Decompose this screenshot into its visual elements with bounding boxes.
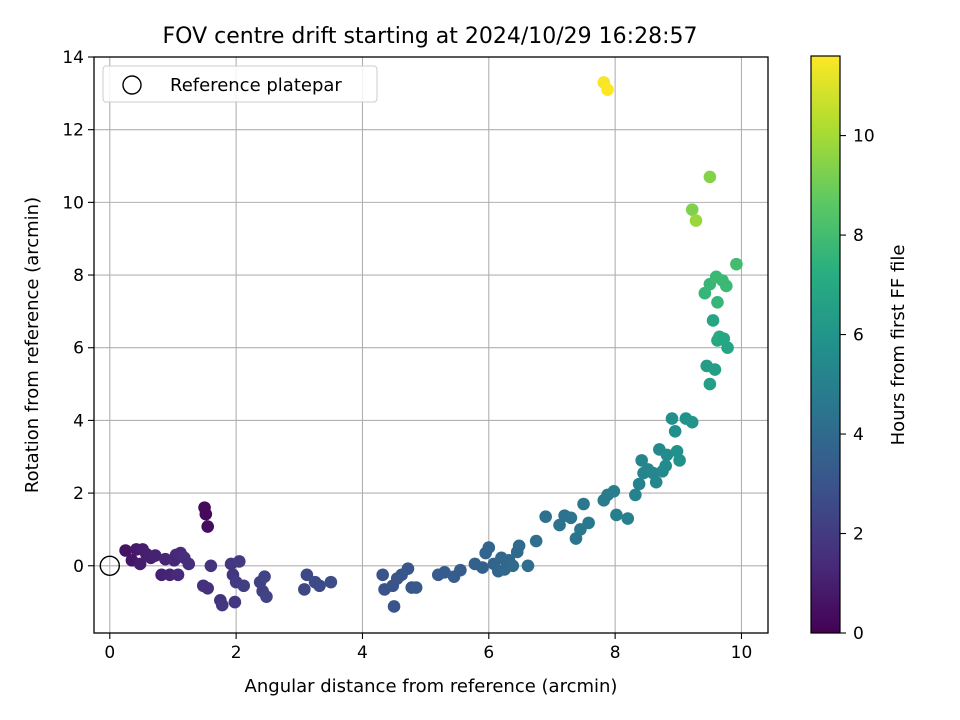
data-point (553, 518, 566, 532)
x-tick-label: 2 (231, 643, 242, 663)
y-tick-label: 12 (62, 121, 84, 141)
y-tick-label: 6 (73, 339, 84, 359)
data-point (228, 595, 242, 609)
data-points (119, 76, 743, 613)
data-point (260, 590, 273, 603)
y-axis-ticks: 0 2 4 6 8 10 12 14 (62, 48, 94, 577)
x-tick-label: 8 (610, 643, 621, 663)
x-tick-label: 0 (104, 643, 115, 663)
data-point (258, 570, 271, 583)
data-point (665, 412, 679, 425)
data-point (199, 507, 213, 521)
data-point (689, 214, 703, 227)
data-point (215, 598, 229, 612)
data-point (521, 559, 535, 573)
x-axis-label: Angular distance from reference (arcmin) (245, 676, 618, 697)
y-tick-label: 4 (73, 411, 84, 431)
data-point (582, 516, 595, 530)
colorbar-ticks: 0 2 4 6 8 10 (840, 127, 875, 644)
data-point (401, 562, 415, 575)
data-point (659, 459, 672, 473)
y-tick-label: 0 (73, 557, 84, 577)
data-point (148, 549, 162, 562)
plot-frame (93, 56, 769, 634)
data-point (387, 600, 401, 613)
data-point (703, 377, 717, 391)
chart-title: FOV centre drift starting at 2024/10/29 … (163, 24, 698, 49)
data-point (529, 534, 543, 548)
colorbar: 0 2 4 6 8 10 Hours from first FF file (810, 55, 909, 644)
data-point (685, 203, 699, 216)
data-point (711, 295, 724, 309)
data-point (708, 363, 722, 376)
data-point (721, 341, 734, 355)
reference-point-marker (99, 555, 120, 576)
data-point (201, 582, 215, 595)
data-point (673, 454, 686, 467)
data-point (685, 415, 699, 429)
data-point (668, 425, 682, 438)
data-point (649, 475, 663, 489)
data-point (298, 583, 311, 596)
x-tick-label: 10 (731, 643, 753, 663)
data-point (607, 484, 621, 498)
data-point (482, 541, 496, 554)
y-axis-label: Rotation from reference (arcmin) (22, 197, 43, 493)
data-point (632, 477, 646, 491)
colorbar-tick-label: 0 (853, 624, 864, 644)
legend-box (102, 65, 378, 103)
data-point (629, 488, 642, 502)
y-tick-label: 14 (62, 48, 84, 68)
data-point (119, 544, 132, 557)
data-point (201, 520, 215, 533)
data-point (706, 314, 720, 327)
data-point (564, 511, 578, 525)
legend-marker-reference (122, 75, 142, 95)
data-point (133, 557, 147, 571)
colorbar-label: Hours from first FF file (888, 245, 909, 446)
data-point (204, 559, 218, 573)
data-point (539, 510, 552, 524)
y-tick-label: 8 (73, 266, 84, 286)
data-point (476, 561, 489, 574)
data-point (512, 539, 526, 553)
data-point (601, 83, 614, 97)
colorbar-tick-label: 2 (853, 525, 864, 545)
grid (94, 57, 768, 633)
colorbar-tick-label: 6 (853, 326, 864, 346)
data-point (730, 257, 743, 271)
data-point (237, 579, 251, 593)
data-point (376, 568, 389, 582)
reference-layer (99, 555, 120, 576)
y-tick-label: 2 (73, 484, 84, 504)
data-point (660, 448, 674, 462)
data-point (454, 563, 467, 577)
data-point (577, 497, 590, 511)
colorbar-gradient (810, 55, 841, 634)
x-tick-label: 6 (483, 643, 494, 663)
data-point (171, 568, 185, 582)
legend-entry-reference: Reference platepar (170, 75, 342, 96)
data-point (232, 555, 246, 568)
data-point (182, 557, 196, 571)
data-point (621, 512, 635, 525)
colorbar-tick-label: 4 (853, 425, 864, 445)
legend: Reference platepar (102, 65, 378, 103)
data-point (313, 579, 326, 593)
data-point (610, 508, 623, 522)
y-tick-label: 10 (62, 193, 84, 213)
data-point (720, 279, 733, 293)
data-point (635, 454, 648, 467)
colorbar-tick-label: 10 (853, 127, 875, 147)
data-point (506, 559, 520, 573)
x-axis-ticks: 0 2 4 6 8 10 (104, 633, 752, 663)
x-tick-label: 4 (357, 643, 368, 663)
data-point (409, 581, 423, 594)
data-point (324, 575, 338, 589)
data-point (703, 170, 717, 184)
data-point (300, 568, 314, 582)
colorbar-tick-label: 8 (853, 226, 864, 246)
data-point (438, 566, 451, 579)
